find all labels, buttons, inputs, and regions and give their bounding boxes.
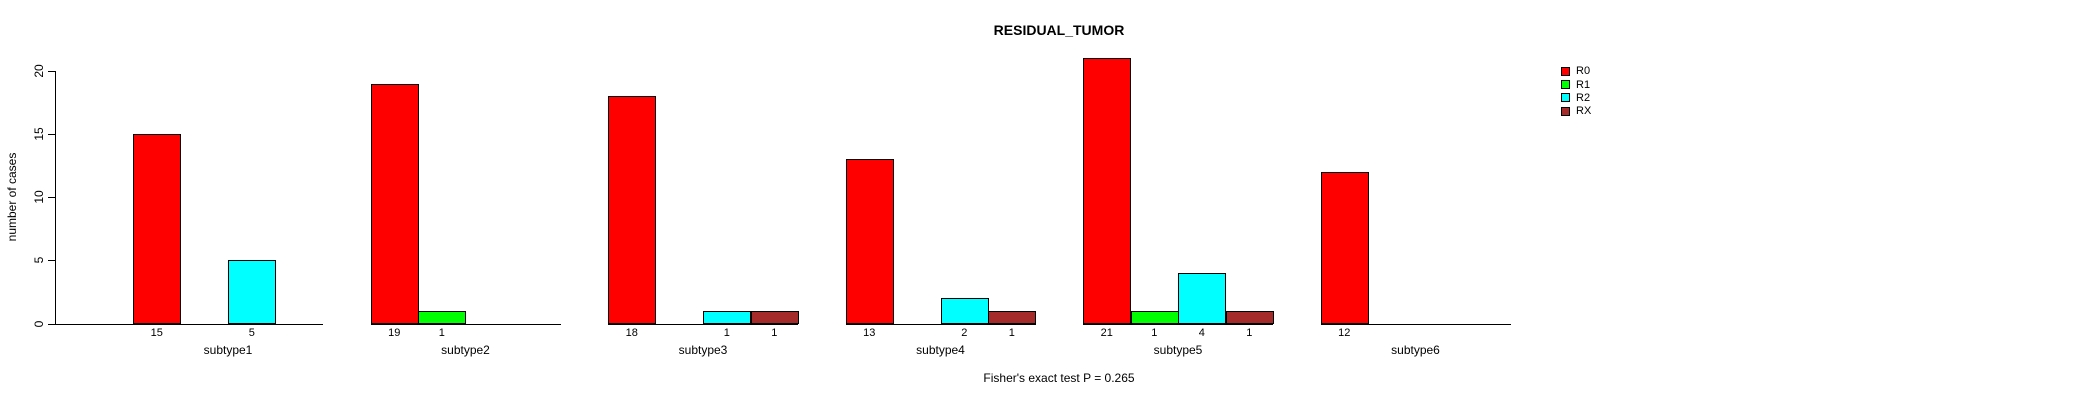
y-axis-tick xyxy=(48,323,55,325)
bar-value-label: 21 xyxy=(1100,327,1113,339)
bar-value-label: 1 xyxy=(771,327,778,339)
y-axis-label: number of cases xyxy=(5,152,19,242)
bar-R1-subtype2 xyxy=(418,310,466,325)
legend-item: R1 xyxy=(1561,78,1591,91)
legend-item: RX xyxy=(1561,105,1592,118)
bar-value-label: 13 xyxy=(863,327,876,339)
bar-value-label: 5 xyxy=(248,327,255,339)
category-label: subtype6 xyxy=(1391,343,1440,357)
bar-value-label: 1 xyxy=(438,327,445,339)
bar-value-label: 1 xyxy=(723,327,730,339)
bar-R0-subtype1 xyxy=(133,134,181,325)
y-axis-tick-label: 20 xyxy=(32,64,46,78)
legend-swatch-RX xyxy=(1561,106,1570,116)
legend-swatch-R0 xyxy=(1561,66,1570,76)
y-axis-tick xyxy=(48,70,55,72)
legend-label: R2 xyxy=(1576,91,1591,104)
y-axis-tick xyxy=(48,197,55,199)
chart-title: RESIDUAL_TUMOR xyxy=(993,22,1125,38)
bar-value-label: 2 xyxy=(961,327,968,339)
bar-value-label: 4 xyxy=(1198,327,1205,339)
bar-RX-subtype5 xyxy=(1225,310,1274,325)
bar-R2-subtype1 xyxy=(228,260,276,325)
bar-value-label: 1 xyxy=(1246,327,1253,339)
category-label: subtype5 xyxy=(1153,343,1203,357)
bar-value-label: 1 xyxy=(1008,327,1015,339)
y-axis-tick-label: 5 xyxy=(32,257,46,264)
bar-R2-subtype5 xyxy=(1178,272,1226,325)
bar-value-label: 18 xyxy=(625,327,638,339)
category-label: subtype1 xyxy=(203,343,253,357)
bar-value-label: 19 xyxy=(388,327,401,339)
category-label: subtype3 xyxy=(678,343,728,357)
bar-value-label: 15 xyxy=(150,327,163,339)
legend: R0 R1 R2 RX xyxy=(1561,66,1591,120)
legend-label: RX xyxy=(1576,105,1592,118)
bar-R2-subtype4 xyxy=(940,298,989,325)
bar-R1-subtype5 xyxy=(1130,310,1179,325)
bar-value-label: 12 xyxy=(1338,327,1351,339)
bar-R0-subtype4 xyxy=(845,159,894,325)
legend-swatch-R2 xyxy=(1561,93,1570,103)
y-axis-line xyxy=(55,70,56,325)
bar-RX-subtype3 xyxy=(750,310,799,325)
legend-item: R0 xyxy=(1561,65,1591,78)
bar-value-label: 1 xyxy=(1151,327,1158,339)
legend-label: R0 xyxy=(1576,65,1591,78)
category-label: subtype2 xyxy=(441,343,490,357)
legend-swatch-R1 xyxy=(1561,80,1570,90)
legend-item: R2 xyxy=(1561,91,1591,104)
bar-R2-subtype3 xyxy=(703,310,751,325)
y-axis-tick-label: 0 xyxy=(32,320,46,327)
bar-R0-subtype2 xyxy=(370,83,419,325)
bar-R0-subtype5 xyxy=(1083,58,1131,325)
category-label: subtype4 xyxy=(916,343,965,357)
chart-subtitle: Fisher's exact test P = 0.265 xyxy=(983,371,1135,385)
x-axis-line xyxy=(55,323,323,325)
y-axis-tick xyxy=(48,260,55,262)
y-axis-tick-label: 15 xyxy=(32,127,46,141)
y-axis-tick xyxy=(48,134,55,136)
bar-R0-subtype6 xyxy=(1320,171,1369,325)
x-axis-line xyxy=(1320,323,1511,325)
bar-R0-subtype3 xyxy=(608,96,656,325)
legend-label: R1 xyxy=(1576,78,1591,91)
bar-RX-subtype4 xyxy=(988,310,1036,325)
y-axis-tick-label: 10 xyxy=(32,190,46,204)
